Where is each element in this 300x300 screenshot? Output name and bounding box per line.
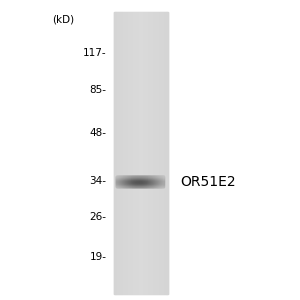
Text: OR51E2: OR51E2 (180, 175, 236, 188)
Text: (kD): (kD) (52, 14, 75, 25)
Text: 26-: 26- (89, 212, 106, 223)
Text: 85-: 85- (89, 85, 106, 95)
Text: 48-: 48- (89, 128, 106, 139)
Text: 117-: 117- (83, 47, 106, 58)
Text: 19-: 19- (89, 251, 106, 262)
Text: 34-: 34- (89, 176, 106, 187)
